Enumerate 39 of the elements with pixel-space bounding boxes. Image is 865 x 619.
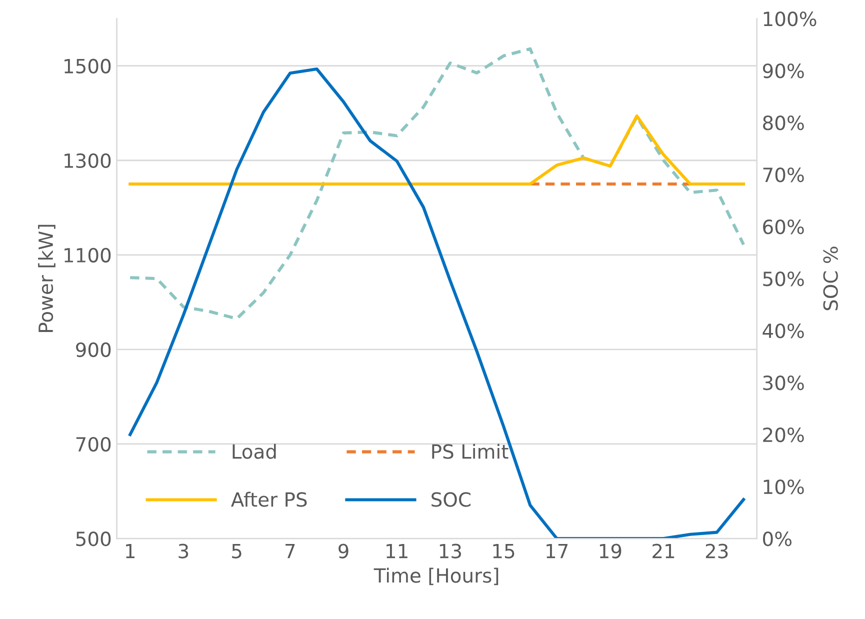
x-tick-label: 19	[600, 544, 622, 558]
y2-tick-label: 60%	[763, 220, 804, 234]
y2-tick-label: 10%	[764, 479, 804, 494]
line-series	[128, 67, 746, 539]
x-tick-label: 21	[652, 544, 674, 558]
x-tick-label: 3	[178, 544, 188, 558]
line-series	[128, 47, 746, 320]
y-tick-label: 500	[76, 531, 111, 546]
legend-label: PS Limit	[432, 444, 508, 459]
y2-tick-label: 100%	[764, 12, 816, 26]
x-tick-label: 9	[338, 544, 348, 558]
y2-tick-label: 80%	[763, 116, 804, 130]
y2-tick-label: 0%	[763, 531, 792, 546]
y2-tick-label: 70%	[763, 168, 804, 182]
line-series	[128, 114, 746, 186]
y2-tick-label: 50%	[763, 272, 804, 286]
legend-label: Load	[232, 444, 276, 459]
x-tick-label: 11	[386, 544, 408, 558]
x-tick-label: 17	[546, 544, 568, 558]
y-tick-label: 1100	[64, 248, 111, 263]
legend-label: SOC	[432, 492, 470, 507]
y-tick-label: 900	[76, 342, 111, 358]
x-tick-label: 13	[440, 544, 461, 558]
y2-axis-title: SOC %	[823, 246, 838, 310]
y2-tick-label: 90%	[762, 64, 804, 78]
y2-tick-label: 30%	[763, 376, 804, 390]
x-tick-label: 1	[126, 544, 134, 558]
y-tick-label: 700	[76, 436, 111, 452]
legend-label: After PS	[231, 492, 307, 507]
x-axis-title: Time [Hours]	[374, 568, 498, 586]
y2-tick-label: 20%	[763, 427, 804, 442]
y2-tick-label: 40%	[762, 324, 804, 338]
y-tick-label: 1500	[64, 58, 111, 74]
y-axis-title: Power [kW]	[38, 224, 56, 332]
x-tick-label: 23	[706, 544, 728, 558]
x-tick-label: 7	[286, 544, 295, 558]
x-tick-label: 15	[493, 544, 514, 558]
x-tick-label: 5	[232, 544, 242, 558]
y-tick-label: 1300	[64, 153, 111, 168]
